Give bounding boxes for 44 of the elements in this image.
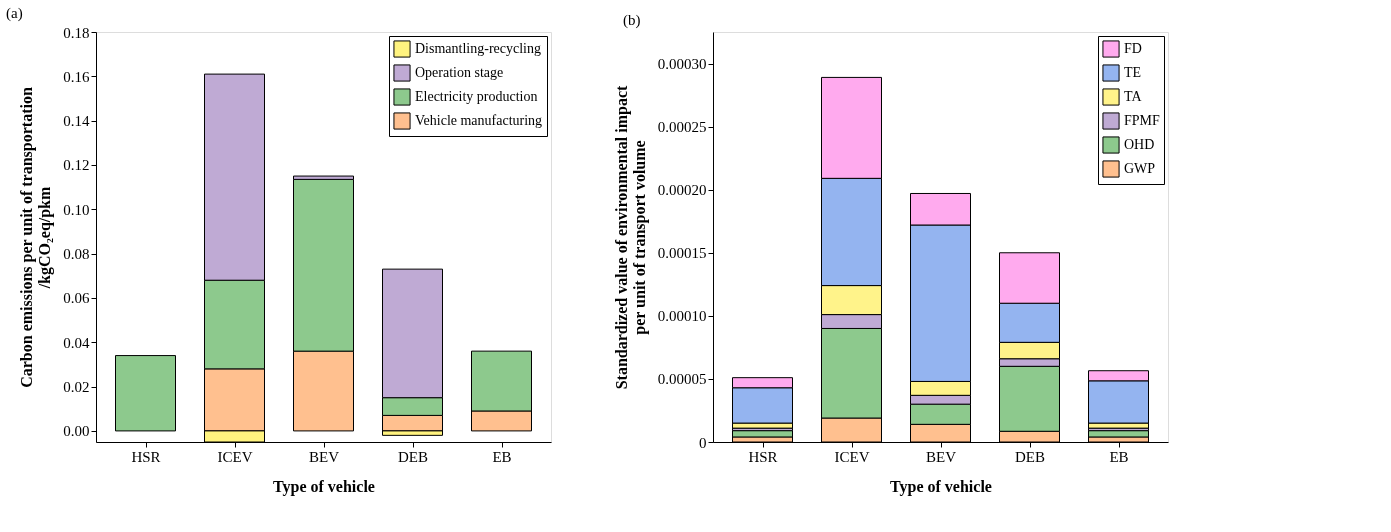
legend-label: TA — [1124, 89, 1143, 104]
y-tick-label: 0.14 — [63, 113, 90, 130]
y-tick-label: 0.00015 — [657, 245, 707, 262]
chart-title: (a) — [6, 5, 23, 22]
legend-label: GWP — [1124, 161, 1156, 176]
legend-label: Operation stage — [415, 65, 504, 80]
y-tick-label: 0.12 — [63, 157, 90, 174]
x-axis-title: Type of vehicle — [890, 477, 992, 496]
x-tick-label: EB — [1109, 448, 1129, 465]
y-tick-label: 0 — [699, 434, 707, 451]
y-tick-label: 0.10 — [63, 201, 90, 218]
x-axis-title: Type of vehicle — [273, 477, 375, 496]
y-tick-label: 0.00005 — [657, 371, 707, 388]
y-tick-label: 0.00030 — [657, 56, 707, 73]
x-tick-label: HSR — [748, 448, 778, 465]
legend-label: Dismantling-recycling — [415, 41, 541, 56]
y-tick-label: 0.00025 — [657, 119, 707, 136]
legend-label: TE — [1124, 65, 1142, 80]
x-tick-label: ICEV — [217, 448, 253, 465]
y-axis-title: Standardized value of environmental impact per unit of transport volume — [612, 84, 649, 390]
chart-title: (b) — [623, 12, 641, 29]
y-tick-label: 0.18 — [63, 24, 90, 41]
y-tick-label: 0.04 — [63, 334, 90, 351]
legend-label: FPMF — [1124, 113, 1161, 128]
y-tick-label: 0.00 — [63, 423, 90, 440]
y-tick-label: 0.00010 — [657, 308, 707, 325]
x-tick-label: DEB — [398, 448, 428, 465]
y-tick-label: 0.16 — [63, 68, 90, 85]
x-tick-label: BEV — [926, 448, 957, 465]
y-tick-label: 0.02 — [63, 379, 90, 396]
legend-label: FD — [1124, 41, 1142, 56]
x-tick-label: EB — [492, 448, 512, 465]
y-axis-title: Carbon emissions per unit of transportation /kgCO₂eq/pkm — [18, 87, 55, 388]
x-tick-label: BEV — [309, 448, 340, 465]
legend-label: Electricity production — [415, 89, 538, 104]
y-tick-label: 0.00020 — [657, 182, 707, 199]
legend-label: Vehicle manufacturing — [415, 113, 543, 128]
x-tick-label: ICEV — [834, 448, 870, 465]
y-tick-label: 0.06 — [63, 290, 90, 307]
x-tick-label: HSR — [131, 448, 161, 465]
x-tick-label: DEB — [1015, 448, 1045, 465]
bar — [115, 355, 176, 432]
legend-label: OHD — [1124, 137, 1155, 152]
y-tick-label: 0.08 — [63, 246, 90, 263]
